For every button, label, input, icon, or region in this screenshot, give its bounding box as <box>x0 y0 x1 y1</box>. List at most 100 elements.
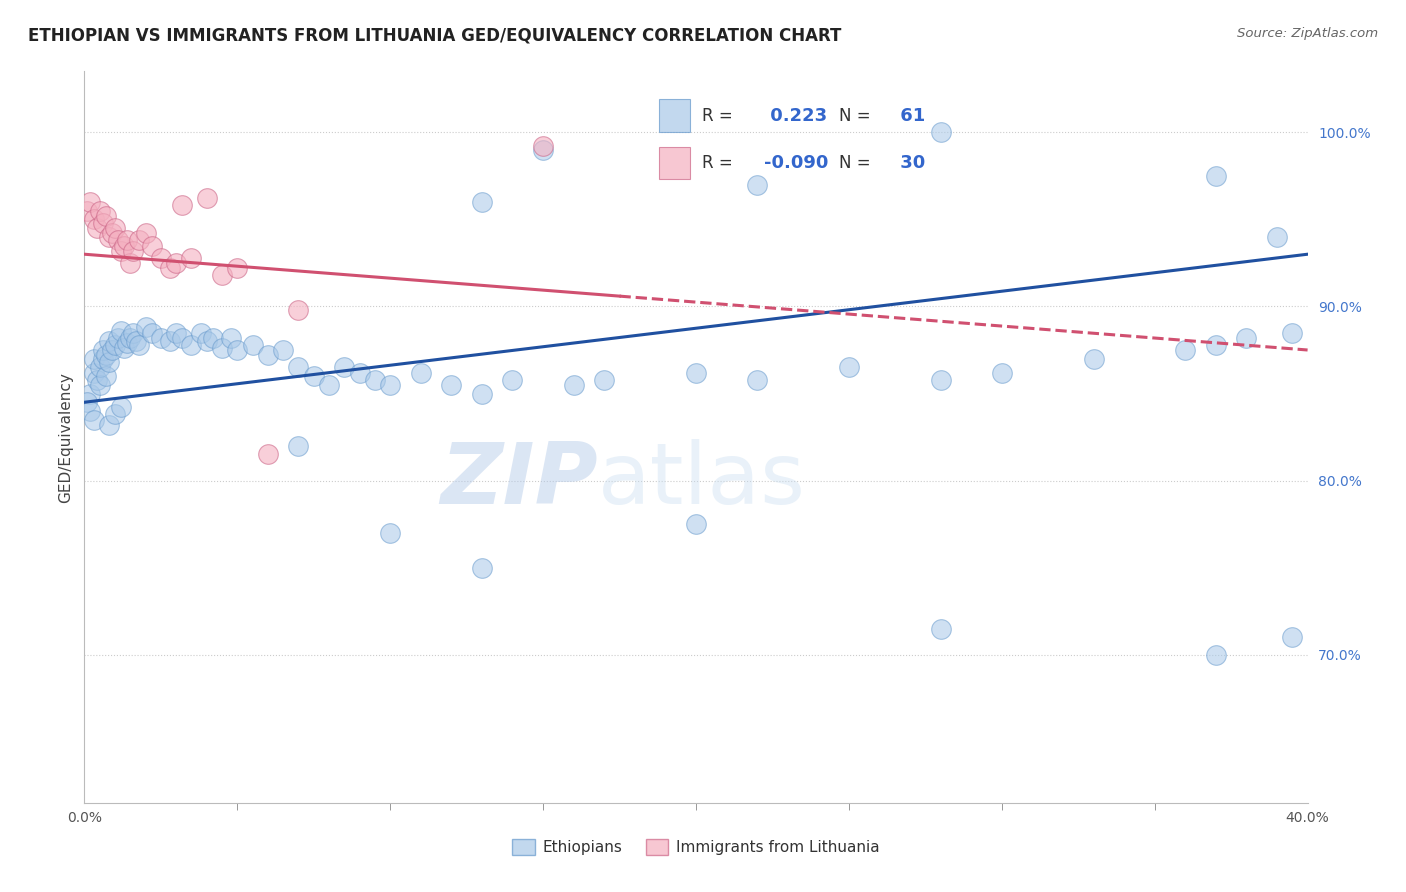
Point <box>79 194 101 209</box>
Point <box>141 238 163 252</box>
Point <box>165 256 187 270</box>
Point <box>287 302 309 317</box>
Point <box>141 326 163 340</box>
Point <box>562 377 585 392</box>
Point <box>149 331 172 345</box>
Point <box>159 261 181 276</box>
Point <box>333 360 356 375</box>
Point <box>91 216 114 230</box>
Text: R =: R = <box>703 154 733 172</box>
Point <box>287 360 309 375</box>
Point <box>97 334 120 349</box>
Point <box>1174 343 1197 357</box>
Point <box>149 251 172 265</box>
Point <box>135 227 157 241</box>
Point <box>211 341 233 355</box>
Point <box>97 355 120 369</box>
Point <box>122 326 145 340</box>
Point <box>83 366 105 380</box>
Point <box>226 343 249 357</box>
Point <box>83 412 105 426</box>
Point <box>380 377 402 392</box>
Point <box>1265 229 1288 244</box>
Text: ZIP: ZIP <box>440 440 598 523</box>
Point <box>120 331 142 345</box>
Point <box>76 203 98 218</box>
Point <box>219 331 242 345</box>
Point <box>107 331 129 345</box>
Point <box>1205 338 1227 352</box>
Point <box>685 517 707 532</box>
Point <box>440 377 463 392</box>
Y-axis label: GED/Equivalency: GED/Equivalency <box>58 372 73 502</box>
Point <box>101 343 124 357</box>
Point <box>104 338 127 352</box>
Point <box>101 227 124 241</box>
Text: N =: N = <box>838 107 870 125</box>
Point <box>302 369 325 384</box>
Point <box>211 268 233 282</box>
FancyBboxPatch shape <box>659 146 690 179</box>
Point <box>122 244 145 258</box>
Text: 61: 61 <box>894 107 925 125</box>
Point <box>110 324 132 338</box>
Point <box>991 366 1014 380</box>
Point <box>685 366 707 380</box>
Point <box>159 334 181 349</box>
Point <box>104 408 127 422</box>
Text: 0.223: 0.223 <box>765 107 827 125</box>
Point <box>97 229 120 244</box>
Point <box>190 326 212 340</box>
Point <box>471 560 494 574</box>
Point <box>257 348 280 362</box>
Point <box>318 377 340 392</box>
Point <box>115 336 138 351</box>
Point <box>1083 351 1105 366</box>
Point <box>94 369 117 384</box>
Point <box>747 178 769 192</box>
Point <box>172 198 194 212</box>
Point <box>107 233 129 247</box>
Point <box>531 139 554 153</box>
Point <box>195 334 218 349</box>
Point <box>1205 169 1227 183</box>
Text: ETHIOPIAN VS IMMIGRANTS FROM LITHUANIA GED/EQUIVALENCY CORRELATION CHART: ETHIOPIAN VS IMMIGRANTS FROM LITHUANIA G… <box>28 27 842 45</box>
Point <box>135 320 157 334</box>
Point <box>409 366 432 380</box>
Point <box>242 338 264 352</box>
Point <box>94 209 117 223</box>
Point <box>471 386 494 401</box>
Point <box>91 351 114 366</box>
Text: atlas: atlas <box>598 440 806 523</box>
Point <box>112 341 135 355</box>
Point <box>180 251 202 265</box>
Point <box>76 395 98 409</box>
Point <box>128 233 150 247</box>
Point <box>83 212 105 227</box>
Point <box>172 331 194 345</box>
Point <box>165 326 187 340</box>
Point <box>128 338 150 352</box>
Point <box>97 417 120 432</box>
FancyBboxPatch shape <box>659 99 690 132</box>
Point <box>110 401 132 415</box>
Point <box>110 244 132 258</box>
Point <box>349 366 371 380</box>
Point <box>86 221 108 235</box>
Point <box>380 525 402 540</box>
Point <box>83 351 105 366</box>
Point <box>287 439 309 453</box>
Legend: Ethiopians, Immigrants from Lithuania: Ethiopians, Immigrants from Lithuania <box>506 833 886 861</box>
Text: -0.090: -0.090 <box>765 154 828 172</box>
Point <box>91 343 114 357</box>
Point <box>257 448 280 462</box>
Point <box>89 377 111 392</box>
Point <box>593 373 616 387</box>
Point <box>89 203 111 218</box>
Point <box>120 256 142 270</box>
Point <box>747 373 769 387</box>
Point <box>929 622 952 636</box>
Point <box>115 233 138 247</box>
Point <box>79 386 101 401</box>
Point <box>929 373 952 387</box>
